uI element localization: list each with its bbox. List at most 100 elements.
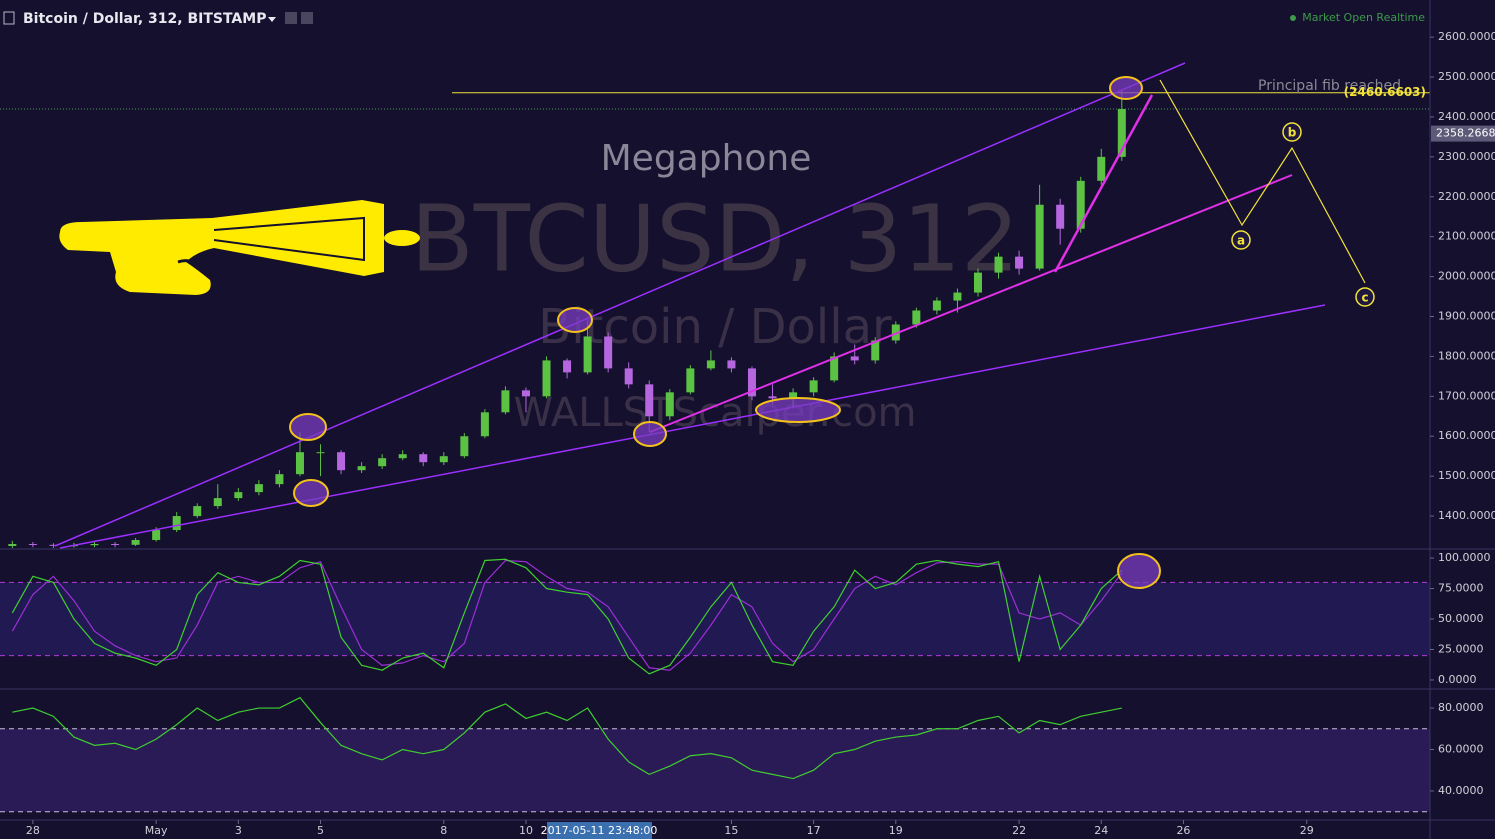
candle-body [809, 380, 818, 393]
candle-body [624, 368, 633, 385]
candle-body [337, 452, 346, 471]
x-tick-label: May [145, 824, 168, 837]
candle-body [686, 368, 695, 393]
highlight [1117, 553, 1161, 589]
candle-body [994, 256, 1003, 273]
indicator-line [11, 558, 1123, 675]
y-tick-label: 2000.0000 [1438, 270, 1495, 283]
candle-body [768, 396, 777, 399]
y-tick-label: 0.0000 [1438, 673, 1477, 686]
candle-body [912, 310, 921, 325]
wave-marker [1231, 230, 1251, 250]
y-tick-label: 40.0000 [1438, 784, 1484, 797]
indicator-line [11, 559, 1123, 671]
candle-body [439, 456, 448, 463]
trendlines [54, 62, 1326, 549]
highlight [755, 397, 841, 423]
y-tick-label: 2400.0000 [1438, 110, 1495, 123]
x-tick-label: 17 [807, 824, 821, 837]
symbol-title[interactable]: Bitcoin / Dollar, 312, BITSTAMP [23, 11, 266, 27]
candle-body [213, 498, 222, 507]
y-tick-label: 1800.0000 [1438, 349, 1495, 362]
fib-note: Principal fib reached [1258, 78, 1401, 94]
y-tick-label: 80.0000 [1438, 701, 1484, 714]
highlight [1109, 76, 1143, 100]
watermark-symbol: BTCUSD, 312 [411, 185, 1020, 292]
candle-body [275, 474, 284, 485]
candle-body [8, 544, 17, 547]
candle-body [789, 392, 798, 399]
candle-body [1076, 180, 1085, 229]
price-tag [1431, 125, 1495, 142]
market-status: Market Open Realtime [1302, 11, 1425, 24]
candle-body [398, 454, 407, 459]
indicator-line [12, 696, 1122, 780]
highlight [289, 413, 327, 441]
candle-body [542, 360, 551, 397]
x-tick-label: 10 [519, 824, 533, 837]
hand-cuff [213, 216, 365, 262]
candle-body [28, 544, 37, 546]
candle-body [90, 544, 99, 546]
wave-label: a [1237, 234, 1245, 248]
megaphone-label: Megaphone [601, 138, 812, 179]
candle-body [460, 436, 469, 457]
crosshair-tag [547, 822, 652, 839]
y-tick-label: 60.0000 [1438, 743, 1484, 756]
x-tick-label: 29 [1300, 824, 1314, 837]
price-tag-label: 2358.2668 [1436, 127, 1495, 140]
candle-body [830, 356, 839, 381]
wave-path [1159, 79, 1366, 284]
dropdown-caret[interactable] [268, 17, 276, 22]
highlight [633, 421, 667, 447]
crosshair-label: 2017-05-11 23:48:00 [541, 824, 658, 837]
y-tick-label: 50.0000 [1438, 612, 1484, 625]
candle-body [1117, 108, 1126, 157]
candle-body [357, 466, 366, 471]
collapse-icon[interactable] [3, 11, 15, 25]
candle-body [49, 544, 58, 546]
candle-body [480, 412, 489, 437]
highlight [293, 479, 329, 507]
candle-body [563, 360, 572, 373]
wave-label: b [1288, 126, 1297, 140]
candle-body [891, 324, 900, 341]
watermark-site: WALLSTScalper.com [513, 390, 916, 436]
candle-body [932, 300, 941, 311]
candle-body [521, 390, 530, 397]
x-tick-label: 3 [235, 824, 242, 837]
candle-body [604, 336, 613, 369]
hide-icon[interactable] [301, 12, 313, 24]
wave-marker [1355, 287, 1375, 307]
x-tick-label: 5 [317, 824, 324, 837]
candle-body [152, 530, 161, 541]
lower-trendline [59, 304, 1326, 549]
candle-body [254, 484, 263, 493]
candle-body [727, 360, 736, 369]
y-tick-label: 100.0000 [1438, 551, 1491, 564]
candle-body [973, 272, 982, 293]
hand-finger [177, 259, 201, 268]
candle-body [419, 454, 428, 463]
candle-body [1056, 204, 1065, 229]
y-tick-label: 2600.0000 [1438, 30, 1495, 43]
hand-knob [384, 230, 420, 246]
steep-trendline [1053, 94, 1154, 273]
upper-trendline [54, 62, 1186, 547]
candle-body [850, 356, 859, 361]
settings-icon[interactable] [285, 12, 297, 24]
y-tick-label: 2300.0000 [1438, 150, 1495, 163]
y-tick-label: 1900.0000 [1438, 310, 1495, 323]
pointing-hand [59, 200, 420, 295]
candle-body [111, 544, 120, 546]
candle-body [665, 392, 674, 417]
candle-body [645, 384, 654, 417]
y-tick-label: 2200.0000 [1438, 190, 1495, 203]
candle-body [706, 360, 715, 369]
candle-body [234, 492, 243, 499]
candle-body [953, 292, 962, 301]
y-tick-label: 1700.0000 [1438, 389, 1495, 402]
candle-body [131, 540, 140, 545]
highlight [557, 307, 593, 333]
